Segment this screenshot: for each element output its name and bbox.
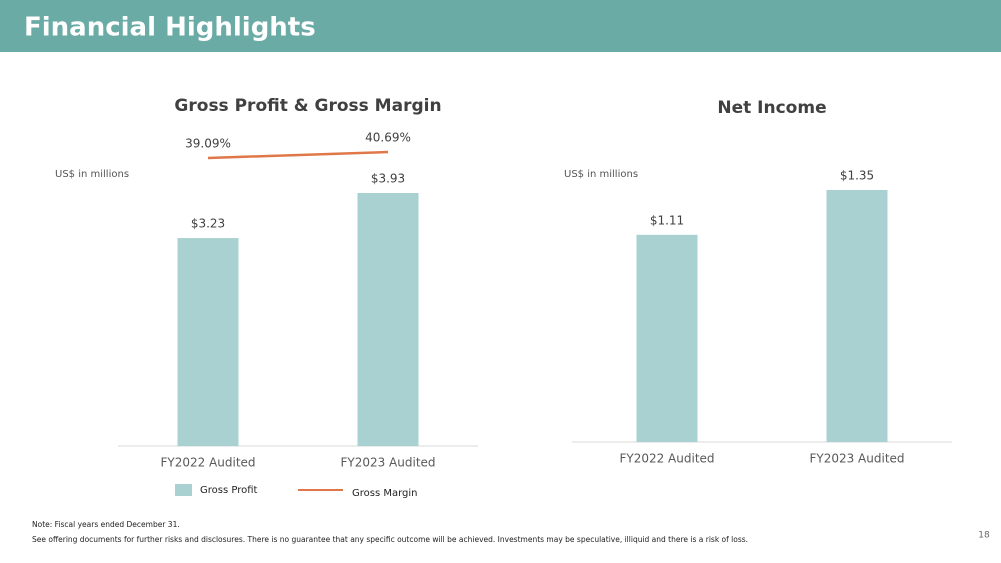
slide-title: Financial Highlights (24, 13, 316, 43)
y-axis-label: US$ in millions (564, 169, 638, 180)
data-label: 40.69% (365, 131, 411, 145)
data-label: $1.35 (840, 169, 874, 183)
chart-title: Net Income (717, 98, 826, 118)
y-axis-label: US$ in millions (55, 169, 129, 180)
bar (636, 234, 698, 442)
data-label: $3.93 (371, 172, 405, 186)
legend-swatch (175, 484, 192, 496)
x-tick-label: FY2022 Audited (619, 452, 714, 466)
legend-label: Gross Margin (352, 488, 418, 499)
bar (826, 190, 888, 442)
x-tick-label: FY2022 Audited (160, 456, 255, 470)
chart-title: Gross Profit & Gross Margin (174, 96, 441, 116)
x-tick-label: FY2023 Audited (340, 456, 435, 470)
page-number: 18 (978, 531, 990, 541)
bar (357, 193, 419, 446)
x-tick-label: FY2023 Audited (809, 452, 904, 466)
data-label: 39.09% (185, 137, 231, 151)
legend-label: Gross Profit (200, 485, 258, 496)
bar (177, 238, 239, 446)
data-label: $3.23 (191, 217, 225, 231)
data-label: $1.11 (650, 213, 684, 227)
note: See offering documents for further risks… (32, 535, 748, 544)
line (207, 150, 389, 160)
note: Note: Fiscal years ended December 31. (32, 520, 180, 529)
header-bar (0, 0, 1001, 52)
